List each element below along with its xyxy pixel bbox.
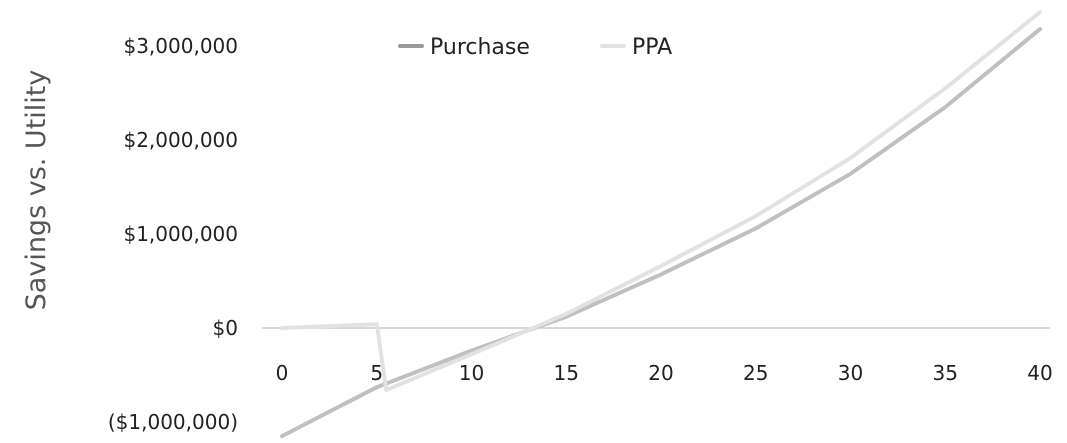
x-tick-label: 15 (554, 361, 579, 385)
x-tick-label: 25 (743, 361, 768, 385)
series-lines (280, 10, 1042, 439)
x-tick-label: 40 (1027, 361, 1052, 385)
x-tick-label: 10 (459, 361, 484, 385)
series-line-ppa (280, 10, 1042, 392)
y-tick-label: $3,000,000 (123, 34, 238, 58)
y-tick-label: ($1,000,000) (108, 410, 238, 434)
x-tick-label: 5 (370, 361, 383, 385)
y-tick-label: $0 (213, 316, 238, 340)
y-tick-label: $2,000,000 (123, 128, 238, 152)
y-tick-labels: $3,000,000 $2,000,000 $1,000,000 $0 ($1,000,… (108, 34, 238, 434)
y-tick-label: $1,000,000 (123, 222, 238, 246)
x-tick-label: 20 (648, 361, 673, 385)
legend: Purchase PPA (398, 35, 672, 60)
legend-label-ppa: PPA (632, 35, 672, 60)
x-tick-label: 30 (838, 361, 863, 385)
series-line-purchase (280, 27, 1042, 439)
x-tick-label: 35 (933, 361, 958, 385)
x-tick-labels: 0 5 10 15 20 25 30 35 40 (276, 361, 1053, 385)
legend-label-purchase: Purchase (430, 35, 530, 60)
y-axis-label: Savings vs. Utility (21, 70, 52, 311)
x-tick-label: 0 (276, 361, 289, 385)
